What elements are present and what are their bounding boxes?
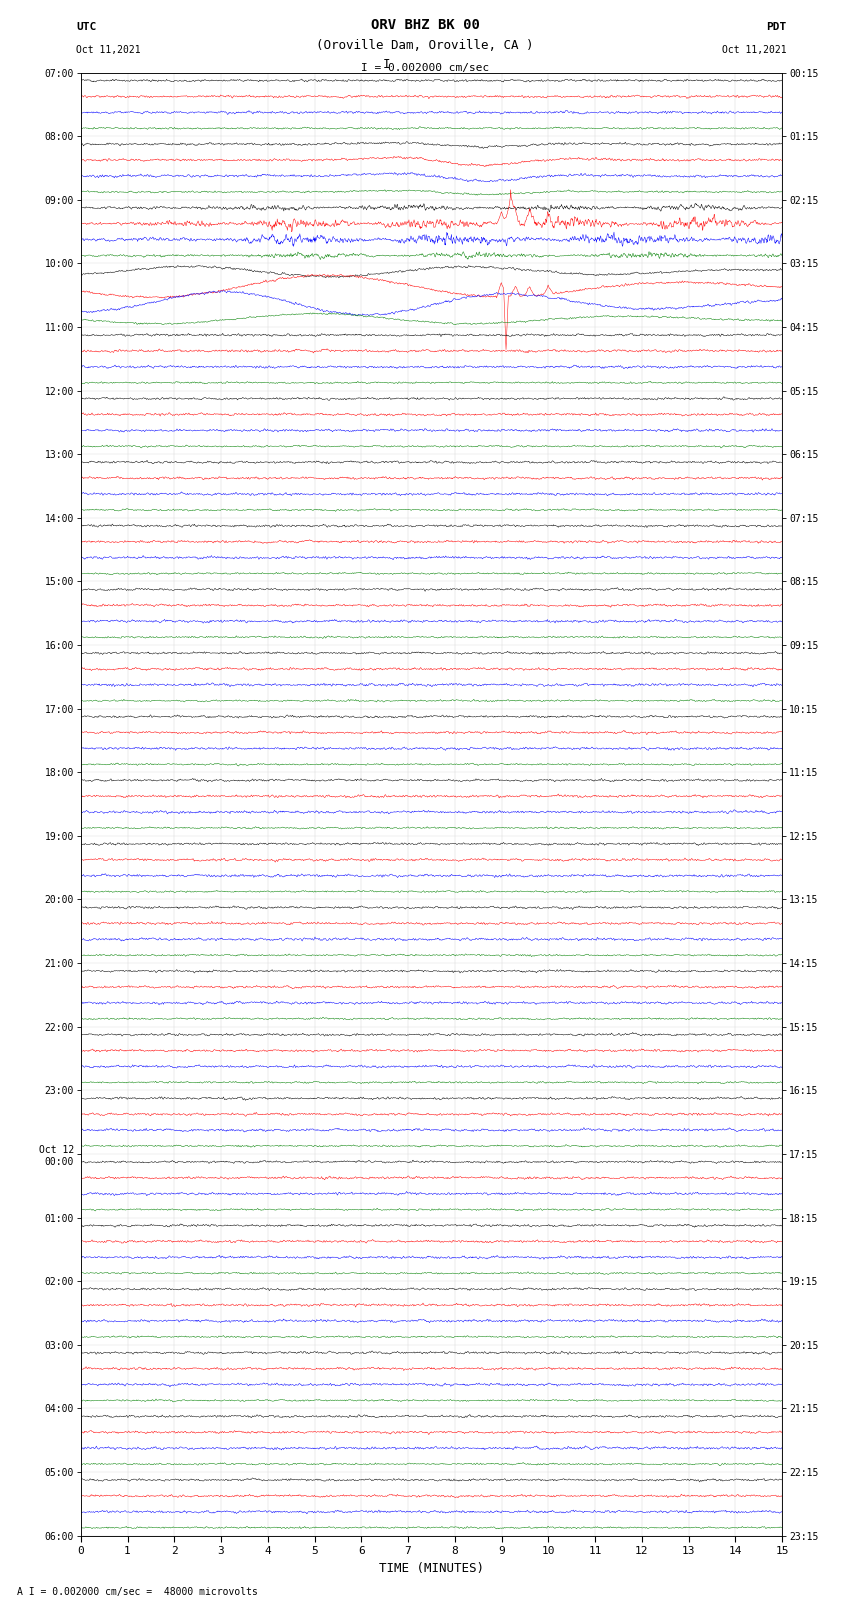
Text: A I = 0.002000 cm/sec =  48000 microvolts: A I = 0.002000 cm/sec = 48000 microvolts	[17, 1587, 258, 1597]
Text: I = 0.002000 cm/sec: I = 0.002000 cm/sec	[361, 63, 489, 73]
Text: I: I	[383, 58, 390, 71]
Text: (Oroville Dam, Oroville, CA ): (Oroville Dam, Oroville, CA )	[316, 39, 534, 52]
Text: Oct 11,2021: Oct 11,2021	[722, 45, 786, 55]
Text: UTC: UTC	[76, 23, 97, 32]
Text: ORV BHZ BK 00: ORV BHZ BK 00	[371, 18, 479, 32]
Text: Oct 11,2021: Oct 11,2021	[76, 45, 141, 55]
Text: PDT: PDT	[766, 23, 786, 32]
X-axis label: TIME (MINUTES): TIME (MINUTES)	[379, 1561, 484, 1574]
